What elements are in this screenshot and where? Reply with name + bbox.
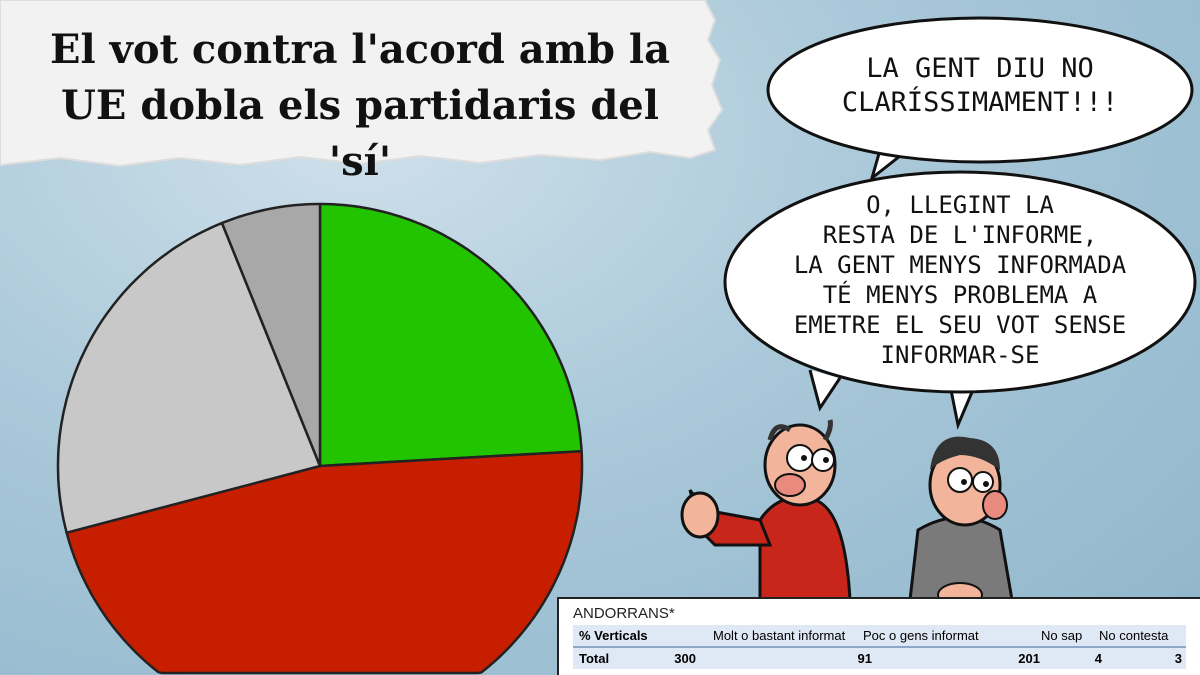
column-header: % Verticals [579,628,648,643]
column-header: No sap [1041,628,1083,643]
pie-slice-3 [220,202,322,468]
cell: Total [579,651,610,666]
table-row: Total 300 91 201 4 3 [573,648,1186,669]
bubble-line: O, LLEGiNT LA [866,191,1054,219]
headline: El vot contra l'acord amb la UE dobla el… [40,22,680,190]
bubble-line: LA GENT MENYS iNFORMADA [793,251,1127,279]
speech-bubble-bottom-text: O, LLEGiNT LA RESTA DE L'iNFORME, LA GEN… [750,190,1170,370]
pie-slice-0 [318,202,583,468]
bubble-line: EMETRE EL SEU VOT SENSE [793,311,1127,339]
character-pointing-man [680,419,852,602]
bubble-line: LA GENT DiU NO [866,53,1094,84]
table-caption: ANDORRANS* [573,605,675,622]
speech-bubble-bottom [723,170,1197,431]
headline-line-1: El vot contra l'acord amb la [49,26,671,73]
pie-slice-1 [65,449,584,675]
cell: 4 [1094,651,1102,666]
table-header-row: % Verticals Molt o bastant informat Poc … [573,625,1186,648]
column-header: Molt o bastant informat [713,628,846,643]
cell: 201 [1018,651,1040,666]
bubble-line: iNFORMAR-SE [880,341,1040,369]
character-thinking-man [908,436,1014,608]
column-header: No contesta [1099,628,1169,643]
speech-bubble-top-text: LA GENT DiU NO CLARÍSSIMAMENT!!! [800,52,1160,120]
bubble-line: TÉ MENYS PROBLEMA A [822,281,1098,309]
torn-paper-headline-background [0,0,724,168]
headline-line-2: UE dobla els partidaris del 'sí' [61,82,659,185]
speech-bubble-top [766,16,1194,183]
column-header: Poc o gens informat [863,628,979,643]
cell: 3 [1174,651,1182,666]
cell: 300 [674,651,696,666]
cell: 91 [857,651,872,666]
pie-slice-2 [56,221,322,534]
bubble-line: CLARÍSSIMAMENT!!! [841,87,1119,118]
survey-table: ANDORRANS* % Verticals Molt o bastant in… [557,597,1200,675]
bubble-line: RESTA DE L'iNFORME, [822,221,1098,249]
